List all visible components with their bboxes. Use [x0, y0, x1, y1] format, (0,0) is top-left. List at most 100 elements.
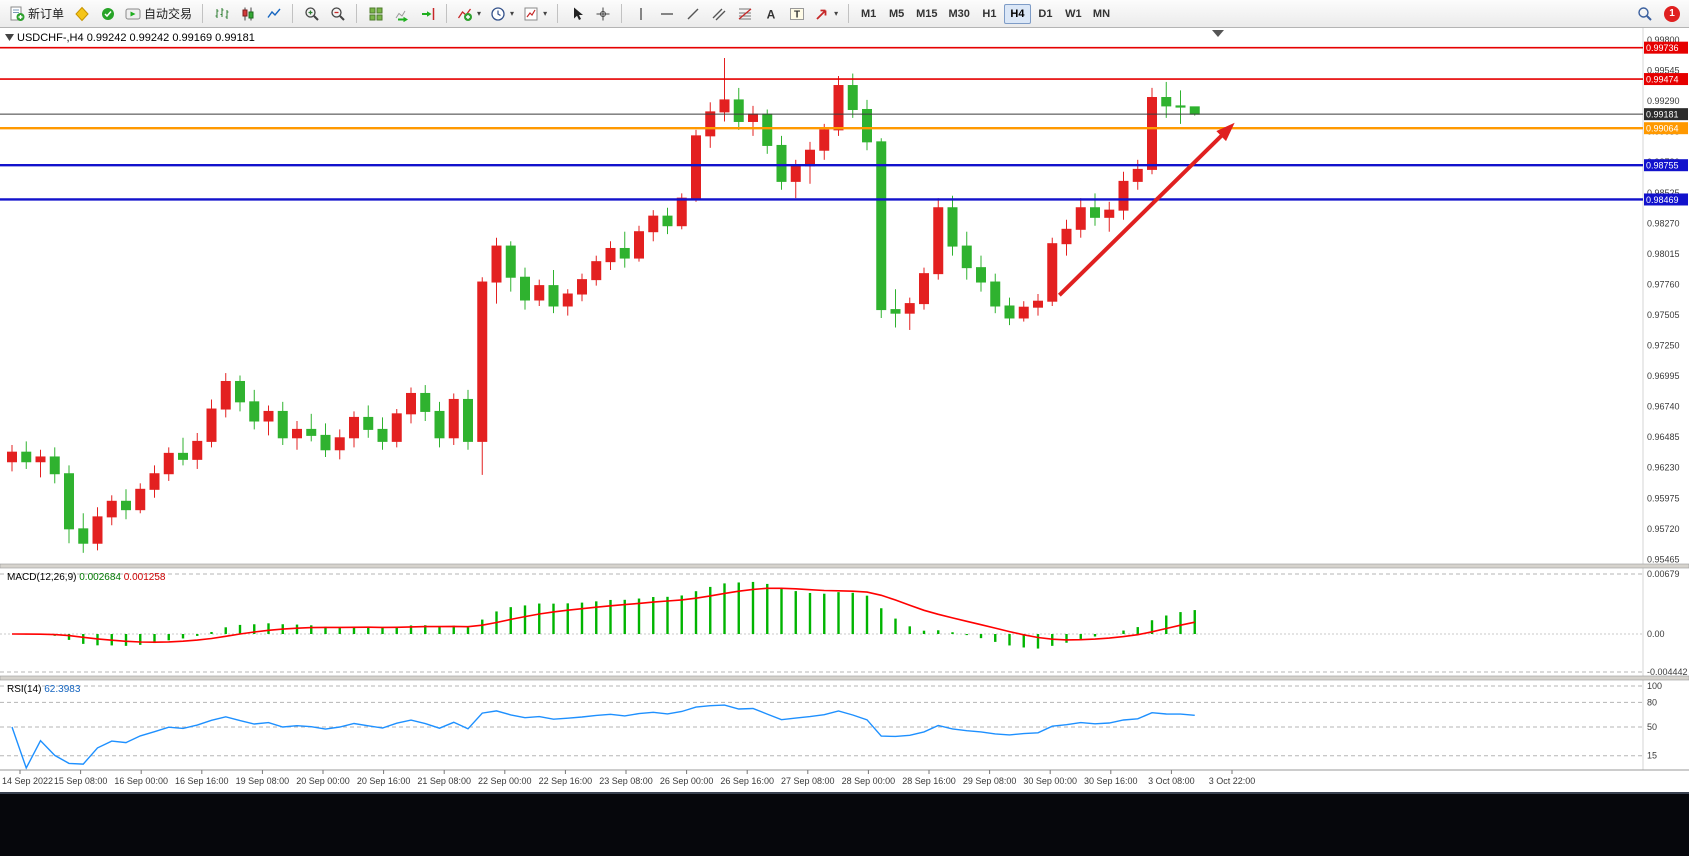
chart-canvas[interactable]: 0.998000.995450.992900.990350.987800.985…	[0, 28, 1689, 792]
candle-body	[1147, 97, 1157, 170]
candle-body	[249, 401, 260, 422]
svg-text:0.99181: 0.99181	[1646, 110, 1679, 120]
candle-body	[634, 231, 644, 259]
bar-chart-icon	[214, 6, 230, 22]
candle-body	[890, 309, 901, 314]
hline-price-tag	[1644, 122, 1688, 135]
chart-shift-button[interactable]	[415, 2, 440, 25]
time-axis[interactable]: 14 Sep 2022 15 Sep 08:00 16 Sep 00:00 16 Se…	[0, 769, 1689, 786]
channel-button[interactable]	[706, 2, 731, 25]
timeframe-m1[interactable]: M1	[855, 4, 882, 24]
timeframe-w1[interactable]: W1	[1060, 4, 1087, 24]
crosshair-button[interactable]	[590, 2, 615, 25]
vertical-line-button[interactable]	[628, 2, 653, 25]
candle-body	[1189, 106, 1200, 115]
candle-body	[1061, 228, 1072, 245]
trend-arrow[interactable]	[1057, 122, 1235, 297]
svg-text:26 Sep 16:00: 26 Sep 16:00	[720, 776, 774, 786]
cursor-button[interactable]	[564, 2, 589, 25]
bid-price-tag	[1644, 108, 1688, 121]
timeframe-d1[interactable]: D1	[1032, 4, 1059, 24]
candle-body	[292, 428, 302, 439]
svg-text:29 Sep 08:00: 29 Sep 08:00	[963, 776, 1017, 786]
candle-body	[1018, 306, 1029, 319]
svg-text:16 Sep 16:00: 16 Sep 16:00	[175, 776, 229, 786]
candle-body	[1075, 207, 1086, 230]
autotrading-button[interactable]: 自动交易	[121, 2, 196, 25]
auto-scroll-button[interactable]	[389, 2, 414, 25]
new-order-button[interactable]: 新订单	[5, 2, 68, 25]
text-label-icon: T	[789, 6, 805, 22]
candle-body	[106, 500, 117, 518]
tile-windows-button[interactable]	[363, 2, 388, 25]
svg-text:28 Sep 00:00: 28 Sep 00:00	[842, 776, 896, 786]
candle-body	[49, 456, 60, 475]
text-button[interactable]: A	[758, 2, 783, 25]
timeframe-mn[interactable]: MN	[1088, 4, 1115, 24]
candle-body	[719, 99, 730, 113]
chart-line-button[interactable]	[261, 2, 286, 25]
svg-text:30 Sep 00:00: 30 Sep 00:00	[1023, 776, 1077, 786]
svg-text:80: 80	[1647, 697, 1657, 707]
svg-text:19 Sep 08:00: 19 Sep 08:00	[236, 776, 290, 786]
timeframe-h4[interactable]: H4	[1003, 3, 1031, 24]
candle-body	[976, 267, 986, 283]
price-scale[interactable]	[1643, 28, 1689, 770]
candle-body	[420, 392, 431, 412]
notification-badge[interactable]: 1	[1664, 5, 1680, 22]
macd-panel: 0.00679 0.00 -0.004442	[0, 569, 1688, 677]
candle-body	[406, 392, 416, 415]
candle-body	[933, 207, 944, 275]
trendline-button[interactable]	[680, 2, 705, 25]
zoom-in-button[interactable]	[299, 2, 324, 25]
svg-text:0.98525: 0.98525	[1647, 188, 1680, 198]
candle-body	[349, 416, 359, 439]
indicators-button[interactable]: ▾	[453, 2, 485, 25]
toolbar-separator	[292, 4, 294, 23]
candle-body	[876, 141, 887, 311]
zoom-in-icon	[304, 6, 320, 22]
timeframe-m30[interactable]: M30	[944, 4, 975, 24]
svg-text:22 Sep 16:00: 22 Sep 16:00	[539, 776, 593, 786]
svg-text:3 Oct 22:00: 3 Oct 22:00	[1209, 776, 1256, 786]
search-button[interactable]	[1632, 2, 1657, 25]
candle-body	[1033, 300, 1043, 308]
svg-text:15 Sep 08:00: 15 Sep 08:00	[54, 776, 108, 786]
panel-splitter[interactable]	[0, 675, 1689, 681]
candle-body	[78, 528, 89, 544]
chart-shift-marker[interactable]	[1212, 30, 1224, 37]
timeframe-m5[interactable]: M5	[883, 4, 910, 24]
chart-bars-button[interactable]	[209, 2, 234, 25]
crosshair-icon	[595, 6, 611, 22]
strategy-tester-button[interactable]	[95, 2, 120, 25]
periods-button[interactable]: ▾	[486, 2, 518, 25]
timeframe-h1[interactable]: H1	[976, 4, 1003, 24]
svg-text:0.99290: 0.99290	[1647, 96, 1680, 106]
metaeditor-button[interactable]	[69, 2, 94, 25]
timeframe-m15[interactable]: M15	[911, 4, 942, 24]
dropdown-caret-icon: ▾	[477, 9, 482, 18]
candle-body	[819, 129, 830, 151]
candle-body	[548, 285, 559, 307]
tile-windows-icon	[368, 6, 384, 22]
candle-body	[1047, 243, 1058, 302]
fibonacci-button[interactable]	[732, 2, 757, 25]
zoom-out-button[interactable]	[325, 2, 350, 25]
horizontal-line-button[interactable]	[654, 2, 679, 25]
chart-candles-button[interactable]	[235, 2, 260, 25]
panel-splitter[interactable]	[0, 563, 1689, 569]
text-label-button[interactable]: T	[784, 2, 809, 25]
svg-text:0.95720: 0.95720	[1647, 524, 1680, 534]
candle-body	[121, 500, 131, 511]
candle-body	[277, 410, 288, 439]
templates-button[interactable]: ▾	[519, 2, 551, 25]
arrows-button[interactable]: ▾	[810, 2, 842, 25]
strategy-tester-icon	[100, 6, 116, 22]
candlestick-chart-icon	[240, 6, 256, 22]
candle-body	[1104, 209, 1115, 218]
candle-body	[1118, 180, 1129, 211]
candle-body	[805, 149, 815, 167]
one-click-trading-toggle[interactable]	[5, 34, 14, 41]
svg-text:0.98015: 0.98015	[1647, 249, 1680, 259]
